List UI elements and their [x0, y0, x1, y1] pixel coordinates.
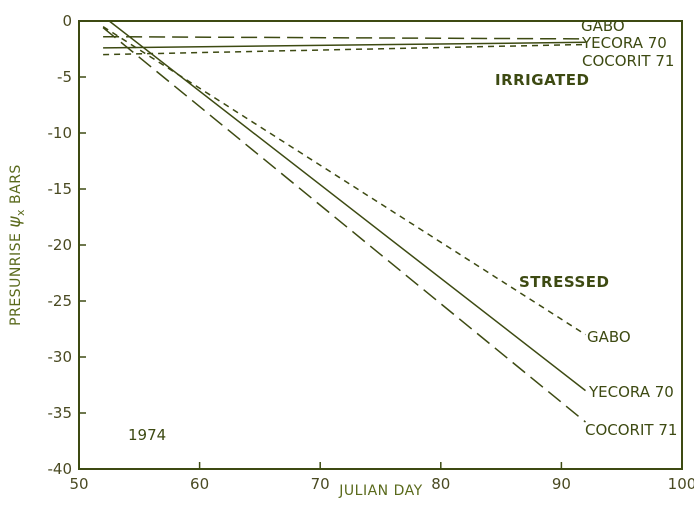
label-cocorit-irrigated: COCORIT 71 [582, 52, 674, 70]
psi-subscript: x [14, 209, 27, 216]
y-tick-label: -20 [48, 236, 73, 254]
x-tick-label: 80 [431, 475, 450, 493]
y-axis-title: PRESUNRISE ψx BARS [5, 164, 27, 326]
series-line-gabo-irrigated [103, 35, 586, 40]
x-tick-label: 70 [311, 475, 330, 493]
label-stressed: STRESSED [519, 273, 609, 291]
series-line-yecora-70-stressed [108, 20, 586, 392]
y-tick-label: -5 [57, 68, 72, 86]
y-tick-label: -15 [48, 180, 73, 198]
psi-symbol: ψ [5, 216, 25, 228]
label-gabo-irrigated: GABO [581, 17, 625, 35]
label-yecora-irrigated: YECORA 70 [581, 34, 667, 52]
y-tick-label: -25 [48, 292, 73, 310]
year-label: 1974 [128, 426, 166, 444]
x-axis-ticks: 50 60 70 80 90 100 [69, 462, 694, 493]
series-line-cocorit-71-irrigated [103, 43, 586, 56]
y-tick-label: -35 [48, 404, 73, 422]
plot-frame [78, 20, 683, 470]
series-line-cocorit-71-stressed [102, 27, 586, 423]
x-tick-label: 100 [668, 475, 694, 493]
label-irrigated: IRRIGATED [495, 71, 589, 89]
label-gabo-stressed: GABO [587, 328, 631, 346]
label-cocorit-stressed: COCORIT 71 [585, 421, 677, 439]
x-tick-label: 90 [552, 475, 571, 493]
series-line-yecora-70-irrigated [103, 41, 586, 49]
series-lines [102, 20, 586, 423]
y-axis-ticks: 0 -5 -10 -15 -20 -25 -30 -35 -40 [48, 12, 86, 478]
x-tick-label: 60 [190, 475, 209, 493]
x-tick-label: 50 [69, 475, 88, 493]
label-yecora-stressed: YECORA 70 [588, 383, 674, 401]
y-tick-label: -30 [48, 348, 73, 366]
y-tick-label: 0 [62, 12, 72, 30]
series-line-gabo-stressed [102, 25, 586, 336]
y-tick-label: -10 [48, 124, 73, 142]
x-axis-title: JULIAN DAY [338, 483, 422, 499]
y-tick-label: -40 [48, 460, 73, 478]
